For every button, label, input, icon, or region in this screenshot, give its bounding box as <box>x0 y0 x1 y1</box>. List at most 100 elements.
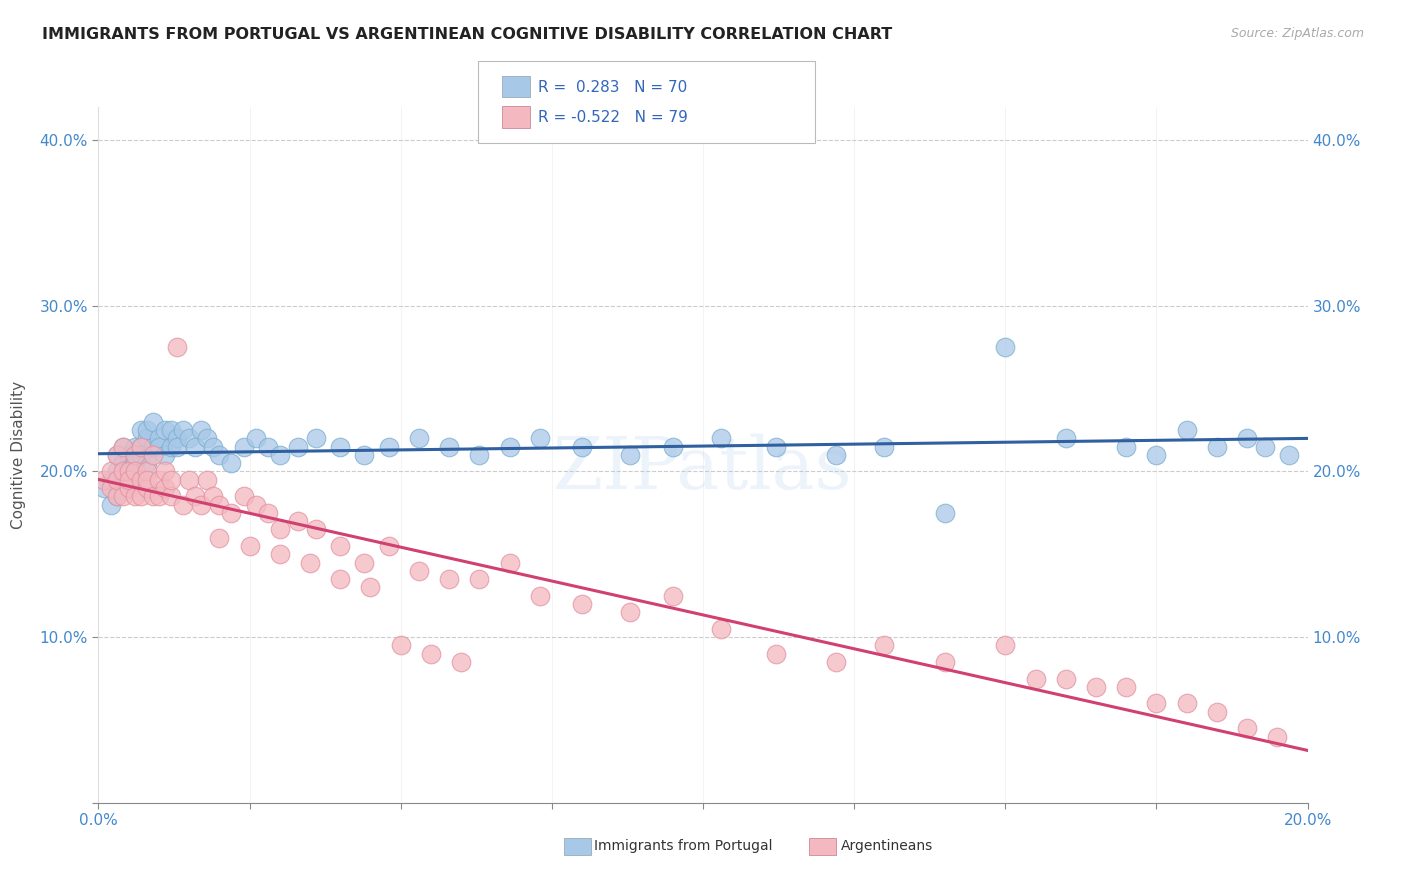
Point <box>100 473 122 487</box>
Point <box>105 473 128 487</box>
Point <box>160 440 183 454</box>
Point <box>232 489 254 503</box>
Point <box>93 481 115 495</box>
Point <box>148 473 170 487</box>
Point <box>360 581 382 595</box>
Point <box>124 456 146 470</box>
Point <box>353 448 375 462</box>
Point <box>420 647 443 661</box>
Point <box>619 605 641 619</box>
Point <box>118 481 141 495</box>
Point <box>208 498 231 512</box>
Point <box>142 448 165 462</box>
Point <box>389 639 412 653</box>
Point <box>129 423 152 437</box>
Point <box>498 556 520 570</box>
Point <box>93 473 115 487</box>
Point <box>129 489 152 503</box>
Point <box>142 440 165 454</box>
Point <box>619 448 641 462</box>
Point <box>450 655 472 669</box>
Point <box>135 423 157 437</box>
Point <box>1115 440 1137 454</box>
Point <box>184 440 207 454</box>
Point <box>111 489 134 503</box>
Point <box>142 489 165 503</box>
Point <box>1236 721 1258 735</box>
Text: Immigrants from Portugal: Immigrants from Portugal <box>595 839 773 853</box>
Text: ZIPatlas: ZIPatlas <box>553 434 853 504</box>
Point <box>661 440 683 454</box>
Point <box>245 498 267 512</box>
Point <box>221 506 243 520</box>
Point <box>1254 440 1277 454</box>
Point <box>661 589 683 603</box>
Point <box>105 465 128 479</box>
Point <box>208 448 231 462</box>
Point <box>256 440 278 454</box>
Point <box>1206 705 1229 719</box>
Point <box>124 440 146 454</box>
Point <box>153 448 176 462</box>
Point <box>934 506 956 520</box>
Point <box>172 498 194 512</box>
Point <box>111 473 134 487</box>
Point <box>160 489 183 503</box>
Point <box>118 481 141 495</box>
Point <box>710 431 733 445</box>
Point <box>142 415 165 429</box>
Point <box>221 456 243 470</box>
Point <box>129 440 152 454</box>
Point <box>571 597 593 611</box>
Point <box>468 572 491 586</box>
Point <box>287 514 309 528</box>
Y-axis label: Cognitive Disability: Cognitive Disability <box>11 381 25 529</box>
Point <box>329 440 352 454</box>
Point <box>111 456 134 470</box>
Point <box>129 473 152 487</box>
Point <box>256 506 278 520</box>
Point <box>166 440 188 454</box>
Point <box>1144 448 1167 462</box>
Point <box>124 448 146 462</box>
Point <box>1085 680 1108 694</box>
Point <box>498 440 520 454</box>
Point <box>100 465 122 479</box>
Point <box>1175 423 1198 437</box>
Point <box>100 498 122 512</box>
Point <box>153 423 176 437</box>
Point <box>437 572 460 586</box>
Point <box>118 465 141 479</box>
Point <box>172 423 194 437</box>
Text: IMMIGRANTS FROM PORTUGAL VS ARGENTINEAN COGNITIVE DISABILITY CORRELATION CHART: IMMIGRANTS FROM PORTUGAL VS ARGENTINEAN … <box>42 27 893 42</box>
Text: R =  0.283   N = 70: R = 0.283 N = 70 <box>538 80 688 95</box>
Point <box>148 489 170 503</box>
Point <box>118 448 141 462</box>
Point <box>160 423 183 437</box>
Point <box>111 465 134 479</box>
Point <box>269 547 291 561</box>
Point <box>135 465 157 479</box>
Point <box>111 440 134 454</box>
Point <box>208 531 231 545</box>
Point <box>994 340 1017 354</box>
Point <box>195 473 218 487</box>
Point <box>232 440 254 454</box>
Point <box>1054 672 1077 686</box>
FancyBboxPatch shape <box>564 838 591 855</box>
Point <box>1054 431 1077 445</box>
Point <box>202 489 225 503</box>
Point <box>269 523 291 537</box>
Point <box>195 431 218 445</box>
Point <box>153 465 176 479</box>
Point <box>153 481 176 495</box>
Text: R = -0.522   N = 79: R = -0.522 N = 79 <box>538 111 689 125</box>
Point <box>245 431 267 445</box>
Point <box>994 639 1017 653</box>
Point <box>329 572 352 586</box>
Point <box>135 431 157 445</box>
Point <box>129 448 152 462</box>
Point <box>179 473 201 487</box>
Point <box>1206 440 1229 454</box>
Point <box>468 448 491 462</box>
